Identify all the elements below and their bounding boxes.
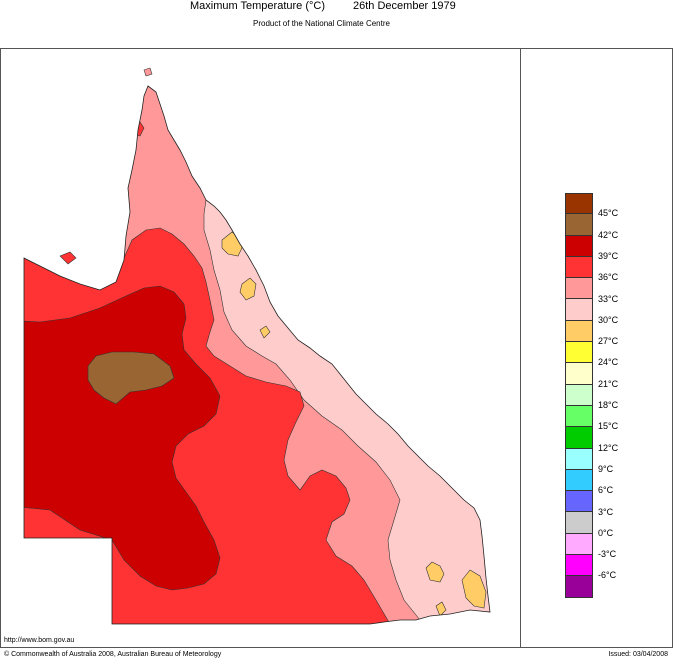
legend-swatch <box>565 555 593 577</box>
legend-swatch <box>565 256 593 279</box>
legend-label: 42°C <box>598 229 619 240</box>
legend-label: 36°C <box>598 272 619 283</box>
legend-swatch <box>565 363 593 385</box>
island-gulf <box>59 251 77 265</box>
legend-swatches <box>565 193 593 598</box>
legend-label: 18°C <box>598 400 619 410</box>
legend-swatch <box>565 576 593 598</box>
map-subtitle: Product of the National Climate Centre <box>253 19 390 28</box>
legend-label: 21°C <box>598 378 619 389</box>
legend-label: 24°C <box>598 357 619 368</box>
legend-swatch <box>565 448 593 470</box>
temperature-legend: 45°C 42°C 39°C 36°C 33°C 30°C 27°C 24°C 21°C 18°C… <box>565 193 618 598</box>
legend-label: 0°C <box>598 527 614 538</box>
legend-label: 33°C <box>598 293 619 304</box>
temperature-map <box>23 67 491 625</box>
legend-label: 39°C <box>598 250 619 261</box>
legend-label: 45°C <box>598 208 619 219</box>
legend-label: 12°C <box>598 442 619 453</box>
zone-27-patch-c <box>259 325 271 339</box>
legend-label: 27°C <box>598 336 619 347</box>
legend-swatch <box>565 384 593 406</box>
legend-label: 3°C <box>598 506 614 517</box>
legend-swatch <box>565 427 593 449</box>
legend-swatch <box>565 299 593 321</box>
legend-label: 15°C <box>598 421 619 432</box>
queensland-coastline <box>23 85 491 625</box>
zone-42 <box>87 351 175 405</box>
legend-label: 6°C <box>598 485 614 496</box>
frame-divider <box>520 48 521 648</box>
zone-27-patch-f <box>435 601 447 617</box>
zone-27-patch-e <box>461 569 487 609</box>
map-frame <box>0 48 673 648</box>
title-date: 26th December 1979 <box>353 0 456 12</box>
legend-label: 9°C <box>598 463 614 474</box>
legend-swatch <box>565 193 593 215</box>
legend-swatch <box>565 278 593 300</box>
title-text: Maximum Temperature (°C) <box>190 0 326 12</box>
legend-label: -6°C <box>598 570 617 581</box>
issued-date: Issued: 03/04/2008 <box>608 651 668 658</box>
legend-swatch <box>565 235 593 257</box>
source-url[interactable]: http://www.bom.gov.au <box>4 637 75 644</box>
legend-swatch <box>565 491 593 513</box>
copyright-notice: © Commonwealth of Australia 2008, Austra… <box>4 651 222 658</box>
map-title: Maximum Temperature (°C) 26th December 19… <box>190 0 456 12</box>
legend-swatch <box>565 320 593 343</box>
legend-swatch <box>565 469 593 492</box>
legend-label: -3°C <box>598 549 617 560</box>
legend-swatch <box>565 342 593 364</box>
legend-swatch <box>565 214 593 236</box>
legend-swatch <box>565 512 593 534</box>
zone-27-patch-d <box>425 561 445 583</box>
legend-swatch <box>565 533 593 556</box>
legend-swatch <box>565 405 593 428</box>
legend-label: 30°C <box>598 314 619 325</box>
island-north <box>143 67 153 77</box>
zone-27-patch-b <box>239 277 257 301</box>
